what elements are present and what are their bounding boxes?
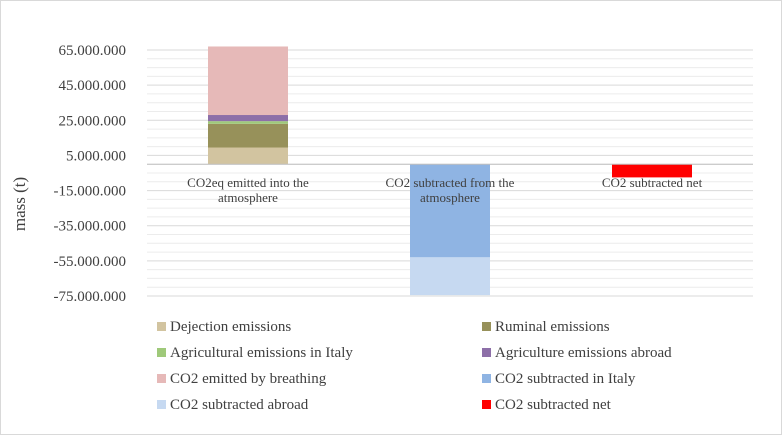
category-label: CO2eq emitted into the bbox=[187, 175, 309, 190]
legend-swatch bbox=[157, 322, 166, 331]
bar-segment-6-1 bbox=[410, 257, 490, 296]
bar-segment-0-0 bbox=[208, 147, 288, 165]
y-tick-labels: 65.000.000 45.000.000 25.000.000 5.000.000 -… bbox=[54, 43, 127, 305]
legend-swatch bbox=[157, 374, 166, 383]
legend-label: Ruminal emissions bbox=[495, 319, 610, 335]
legend-swatch bbox=[157, 348, 166, 357]
bar-segment-2-0 bbox=[208, 121, 288, 124]
y-tick-label: 25.000.000 bbox=[59, 113, 127, 129]
legend-label: Agricultural emissions in Italy bbox=[170, 345, 353, 361]
category-label: atmosphere bbox=[218, 190, 278, 205]
legend-label: CO2 subtracted net bbox=[495, 397, 612, 413]
bar-segment-3-0 bbox=[208, 115, 288, 122]
legend-swatch bbox=[482, 322, 491, 331]
y-tick-label: 5.000.000 bbox=[66, 148, 126, 164]
y-tick-label: 65.000.000 bbox=[59, 43, 127, 59]
legend-swatch bbox=[482, 400, 491, 409]
y-axis-label: mass (t) bbox=[10, 177, 29, 231]
category-label: CO2 subtracted net bbox=[602, 175, 703, 190]
legend-label: Agriculture emissions abroad bbox=[495, 345, 672, 361]
y-tick-label: -15.000.000 bbox=[54, 184, 127, 200]
category-label: atmosphere bbox=[420, 190, 480, 205]
legend-label: CO2 subtracted in Italy bbox=[495, 371, 636, 387]
bar-segment-4-0 bbox=[208, 46, 288, 116]
bar-segment-7-2 bbox=[612, 164, 692, 178]
legend-swatch bbox=[482, 348, 491, 357]
category-label: CO2 subtracted from the bbox=[386, 175, 515, 190]
y-tick-label: -35.000.000 bbox=[54, 219, 127, 235]
legend-label: CO2 subtracted abroad bbox=[170, 397, 309, 413]
bar-segment-5-1 bbox=[410, 164, 490, 258]
legend-label: Dejection emissions bbox=[170, 319, 291, 335]
bar-segment-1-0 bbox=[208, 123, 288, 148]
legend-swatch bbox=[157, 400, 166, 409]
legend-swatch bbox=[482, 374, 491, 383]
bars bbox=[147, 46, 753, 296]
legend: Dejection emissions Ruminal emissions Agri… bbox=[157, 319, 672, 413]
y-tick-label: -55.000.000 bbox=[54, 254, 127, 270]
y-tick-label: 45.000.000 bbox=[59, 78, 127, 94]
legend-label: CO2 emitted by breathing bbox=[170, 371, 327, 387]
y-tick-label: -75.000.000 bbox=[54, 289, 127, 305]
